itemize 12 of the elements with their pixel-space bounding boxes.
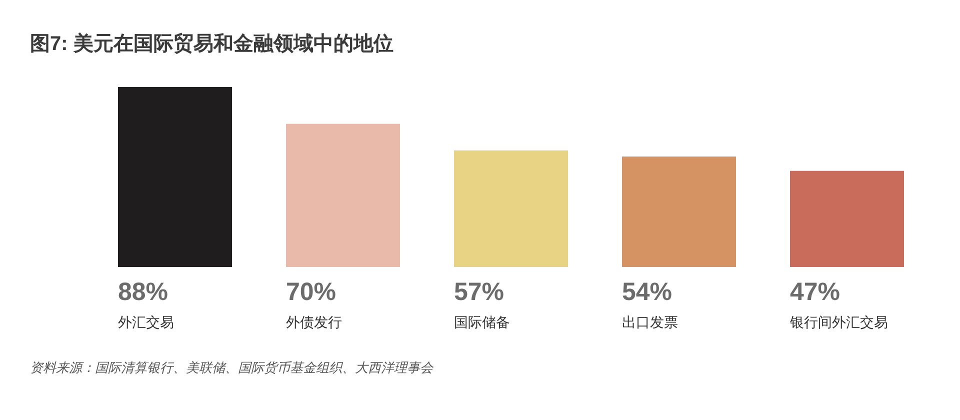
data-label: 57% — [454, 278, 504, 306]
data-label: 47% — [790, 278, 840, 306]
x-tick-label: 出口发票 — [622, 314, 678, 330]
data-label: 88% — [118, 278, 168, 306]
data-label: 70% — [286, 278, 336, 306]
x-tick-label: 银行间外汇交易 — [789, 314, 888, 330]
x-tick-label: 外债发行 — [286, 314, 342, 330]
x-tick-label: 外汇交易 — [118, 314, 174, 330]
text: 资料来源：国际清算银行、美联储、国际货币基金组织、大西洋理事会 — [30, 360, 434, 375]
data-label: 54% — [622, 278, 672, 306]
x-tick-label: 国际储备 — [454, 314, 510, 330]
chart-title: 图7: 美元在国际贸易和金融领域中的地位 — [30, 32, 394, 55]
